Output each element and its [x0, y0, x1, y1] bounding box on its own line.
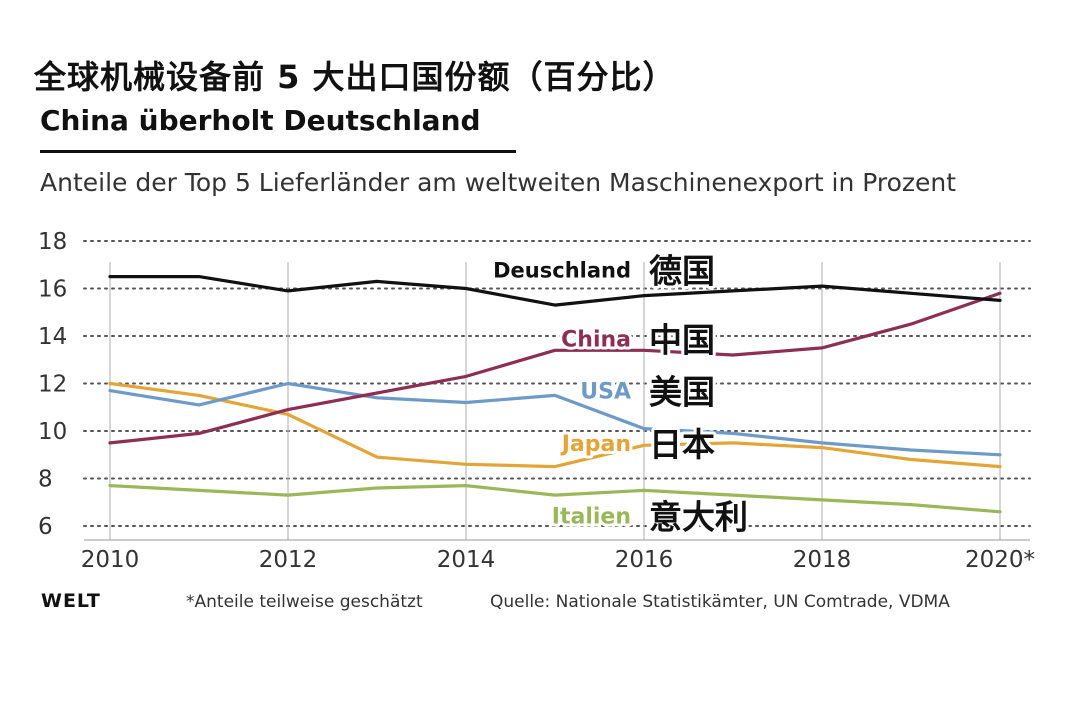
series-label-italien: Italien: [552, 504, 631, 529]
axis-layer: 6 8 10 12 14 16 18 2010 2012 2014 2016 2018 2020*: [38, 229, 1035, 573]
series-line-japan: [108, 381, 1002, 469]
series-label-cn-italien: 意大利: [649, 497, 748, 536]
chart-title: China überholt Deutschland: [40, 104, 481, 137]
series-label-cn-halo: 中国: [649, 320, 715, 359]
x-tick-label: 2016: [615, 547, 674, 573]
x-tick-label: 2020*: [965, 547, 1035, 573]
series-line-china: [108, 291, 1002, 445]
series-label-japan: Japan: [560, 432, 631, 457]
title-underline: [40, 150, 516, 153]
series-label-usa: USA: [580, 380, 631, 405]
series-label-cn-halo: 美国: [649, 373, 715, 412]
series-label-cn-china: 中国: [649, 320, 715, 359]
series-label-halo: Italien: [552, 504, 631, 529]
series-label-cn-halo: 意大利: [649, 497, 748, 536]
series-label-deuschland: Deuschland: [493, 259, 631, 283]
welt-logo: WELT: [41, 590, 101, 612]
series-label-halo: USA: [580, 380, 631, 405]
series-label-china: China: [561, 327, 631, 352]
series-label-halo: Deuschland: [493, 259, 631, 283]
chart-title-chinese: 全球机械设备前 5 大出口国份额（百分比）: [34, 58, 676, 96]
series-label-halo: China: [561, 327, 631, 352]
x-tick-label: 2010: [81, 547, 140, 573]
x-tick-label: 2018: [793, 547, 852, 573]
series-label-halo: Japan: [560, 432, 631, 457]
series-line-usa: [108, 381, 1002, 457]
y-tick-label: 6: [38, 514, 53, 540]
x-tick-label: 2014: [437, 547, 496, 573]
series-label-cn-japan: 日本: [649, 425, 715, 464]
chart-subtitle: Anteile der Top 5 Lieferländer am weltwe…: [40, 168, 957, 197]
source-note: Quelle: Nationale Statistikämter, UN Com…: [490, 592, 950, 612]
series-label-cn-halo: 德国: [649, 252, 715, 291]
x-tick-label: 2012: [259, 547, 318, 573]
y-tick-label: 10: [38, 419, 67, 445]
series-label-cn-deuschland: 德国: [649, 252, 715, 291]
series-label-cn-usa: 美国: [649, 373, 715, 412]
y-tick-label: 14: [38, 324, 67, 350]
series-line-deuschland: [108, 275, 1002, 307]
y-tick-label: 8: [38, 467, 53, 493]
series-label-cn-halo: 日本: [649, 425, 715, 464]
y-tick-label: 12: [38, 372, 67, 398]
y-tick-label: 18: [38, 229, 67, 255]
footnote: *Anteile teilweise geschätzt: [186, 592, 423, 612]
series-layer: [108, 275, 1002, 514]
series-line-italien: [108, 484, 1002, 514]
y-tick-label: 16: [38, 277, 67, 303]
